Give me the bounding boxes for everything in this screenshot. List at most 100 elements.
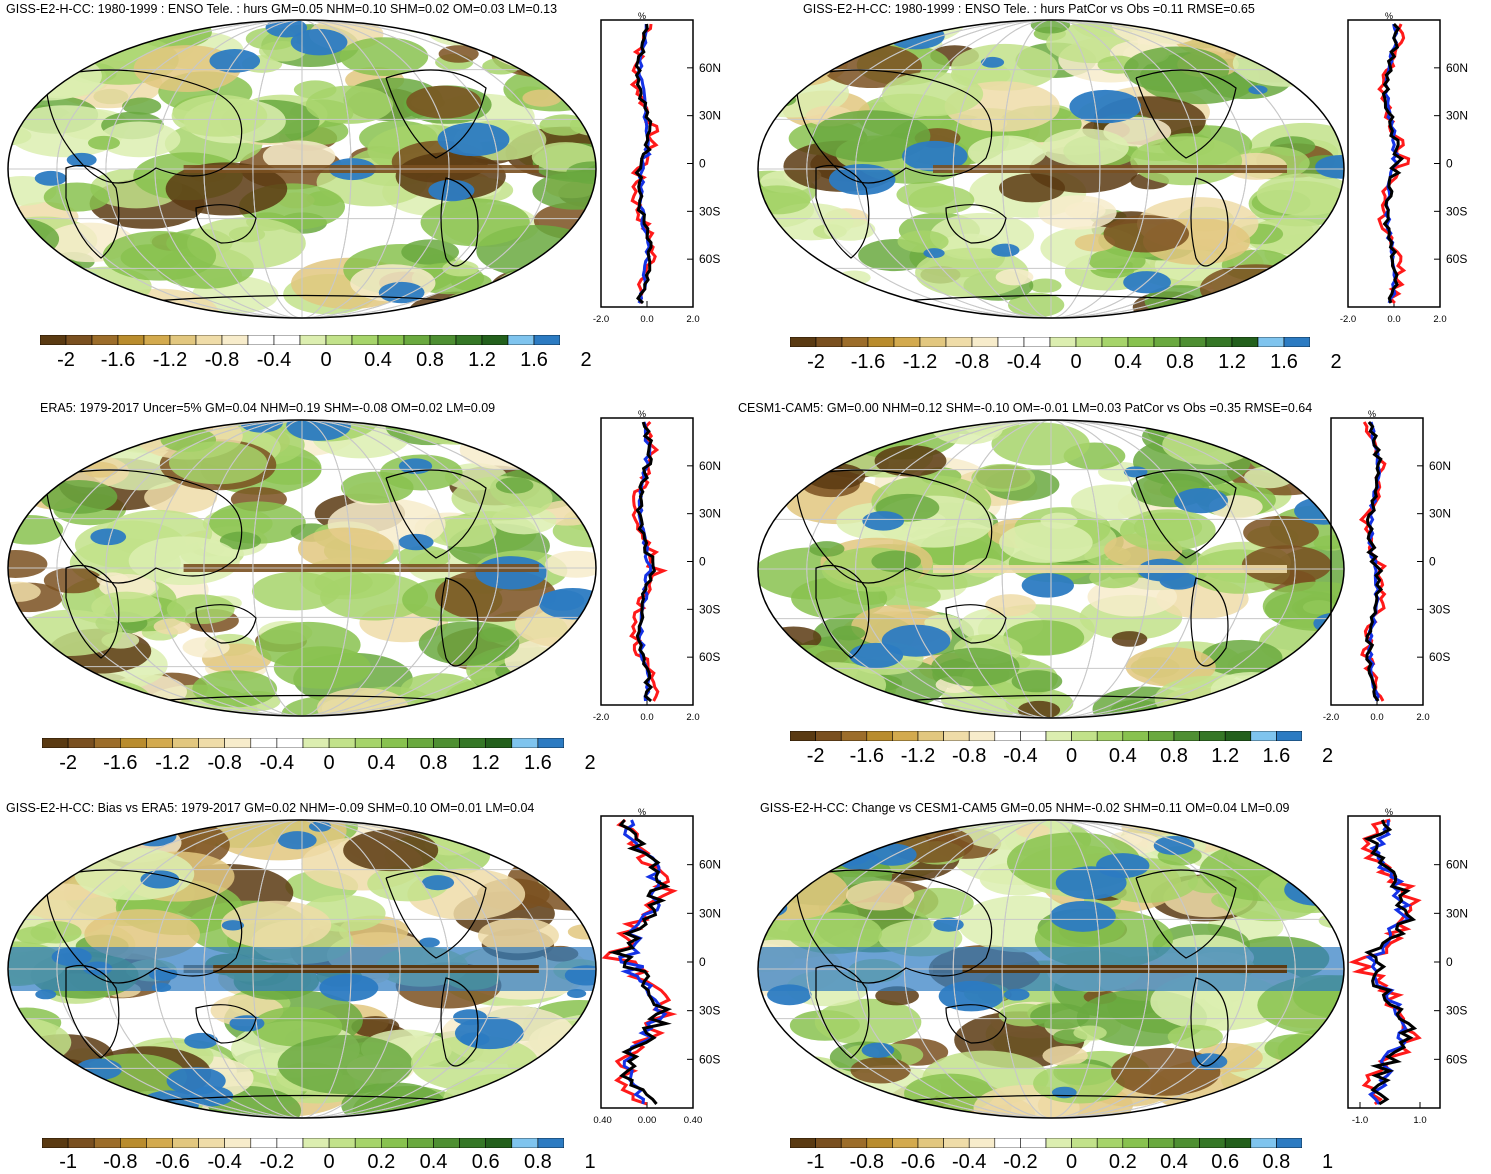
profile-x-tick-label: -2.0 bbox=[1323, 712, 1339, 723]
colorbar-bin bbox=[277, 738, 303, 748]
shading-patch bbox=[756, 296, 814, 320]
shading-patch bbox=[16, 926, 57, 944]
profile-x-tick-label: 0.0 bbox=[640, 712, 653, 723]
colorbar-bin bbox=[486, 738, 512, 748]
profile-lat-label: 60S bbox=[1429, 650, 1450, 664]
panel-3: ERA5: 1979-2017 Uncer=5% GM=0.04 NHM=0.1… bbox=[0, 398, 745, 788]
shading-patch bbox=[17, 452, 52, 467]
profile-lat-label: 30S bbox=[1429, 602, 1450, 616]
colorbar-bin bbox=[1251, 1138, 1277, 1148]
colorbar-bin bbox=[1123, 731, 1149, 741]
colorbar-tick-label: -0.4 bbox=[1003, 745, 1037, 768]
colorbar-bin bbox=[1180, 337, 1206, 347]
shading-patch bbox=[90, 528, 126, 545]
profile-unit: % bbox=[1385, 808, 1393, 817]
colorbar-tick-label: -0.2 bbox=[1003, 1151, 1037, 1174]
colorbar bbox=[790, 337, 1310, 347]
profile-lat-label: 60N bbox=[1446, 61, 1468, 75]
colorbar-bin bbox=[486, 1138, 512, 1148]
colorbar-bin bbox=[274, 335, 300, 345]
shading-patch bbox=[756, 419, 835, 472]
colorbar-bin bbox=[434, 738, 460, 748]
shading-patch bbox=[1160, 572, 1198, 590]
profile-lat-label: 30S bbox=[699, 602, 720, 616]
shading-patch bbox=[756, 876, 784, 898]
colorbar-bin bbox=[1128, 337, 1154, 347]
shading-patch bbox=[341, 472, 414, 504]
shading-patch bbox=[500, 418, 546, 431]
shading-patch bbox=[807, 19, 864, 44]
profile-frame bbox=[1348, 816, 1440, 1108]
profile-x-tick-label: 2.0 bbox=[686, 712, 699, 723]
colorbar-bin bbox=[841, 1138, 867, 1148]
shading-patch bbox=[125, 303, 171, 320]
colorbar-tick-label: -1.6 bbox=[101, 349, 135, 372]
colorbar-bin bbox=[867, 1138, 893, 1148]
colorbar-bin bbox=[251, 1138, 277, 1148]
colorbar bbox=[42, 1138, 564, 1148]
shading-patch bbox=[32, 818, 133, 850]
shading-patch bbox=[522, 90, 561, 107]
shading-patch bbox=[822, 1074, 853, 1089]
profile-lat-label: 60N bbox=[699, 61, 721, 75]
colorbar-bin bbox=[222, 335, 248, 345]
shading-patch bbox=[1050, 901, 1116, 932]
colorbar-bin bbox=[1046, 731, 1072, 741]
profile-lat-label: 30N bbox=[1446, 906, 1468, 920]
colorbar-bin bbox=[1174, 731, 1200, 741]
colorbar-tick-label: -0.8 bbox=[207, 752, 241, 775]
shading-patch bbox=[44, 183, 110, 212]
colorbar-bin bbox=[300, 335, 326, 345]
shading-patch bbox=[1252, 18, 1346, 65]
colorbar-bin bbox=[998, 337, 1024, 347]
shading-patch bbox=[1248, 835, 1323, 868]
colorbar-bin bbox=[995, 1138, 1021, 1148]
shading-patch bbox=[468, 288, 512, 307]
robinson-map bbox=[6, 818, 598, 1120]
colorbar bbox=[42, 738, 564, 748]
profile-lat-label: 60S bbox=[699, 650, 720, 664]
colorbar-bin bbox=[1020, 731, 1046, 741]
shading-patch bbox=[1264, 282, 1341, 316]
shading-patch bbox=[756, 1058, 822, 1103]
colorbar-tick-label: -0.2 bbox=[260, 1151, 294, 1174]
colorbar-tick-label: -1.2 bbox=[901, 745, 935, 768]
profile-x-tick-label: -0.40 bbox=[593, 1115, 612, 1126]
colorbar-bin bbox=[1276, 731, 1302, 741]
colorbar-bin bbox=[868, 337, 894, 347]
colorbar-bin bbox=[1154, 337, 1180, 347]
colorbar-bin bbox=[460, 738, 486, 748]
colorbar-tick-label: -0.8 bbox=[850, 1151, 884, 1174]
colorbar-tick-label: 0 bbox=[324, 1151, 335, 1174]
colorbar-tick-label: -1.6 bbox=[850, 745, 884, 768]
profile-x-tick-label: 0.40 bbox=[684, 1115, 703, 1126]
profile-lat-label: 60N bbox=[699, 858, 721, 872]
shading-patch bbox=[756, 303, 819, 320]
colorbar-bin bbox=[68, 738, 94, 748]
colorbar-bin bbox=[146, 1138, 172, 1148]
shading-patch bbox=[968, 135, 1046, 169]
shading-patch bbox=[1089, 249, 1146, 274]
shading-patch bbox=[756, 1094, 851, 1120]
colorbar-tick-label: 0 bbox=[1066, 1151, 1077, 1174]
shading-patch bbox=[17, 610, 123, 656]
shading-patch bbox=[846, 881, 914, 911]
colorbar-tick-label: -2 bbox=[59, 752, 77, 775]
shading-patch bbox=[1200, 264, 1312, 313]
profile-lat-label: 0 bbox=[699, 955, 706, 969]
shading-patch bbox=[20, 450, 59, 468]
profile-x-tick-label: 1.0 bbox=[1413, 1115, 1426, 1126]
shading-patch bbox=[999, 522, 1093, 563]
shading-patch bbox=[6, 821, 79, 878]
colorbar-bin bbox=[1097, 1138, 1123, 1148]
profile-unit: % bbox=[638, 12, 646, 21]
shading-patch bbox=[1284, 858, 1346, 889]
colorbar-bin bbox=[1076, 337, 1102, 347]
colorbar-bin bbox=[841, 731, 867, 741]
colorbar-tick-label: 0.8 bbox=[1166, 351, 1194, 374]
